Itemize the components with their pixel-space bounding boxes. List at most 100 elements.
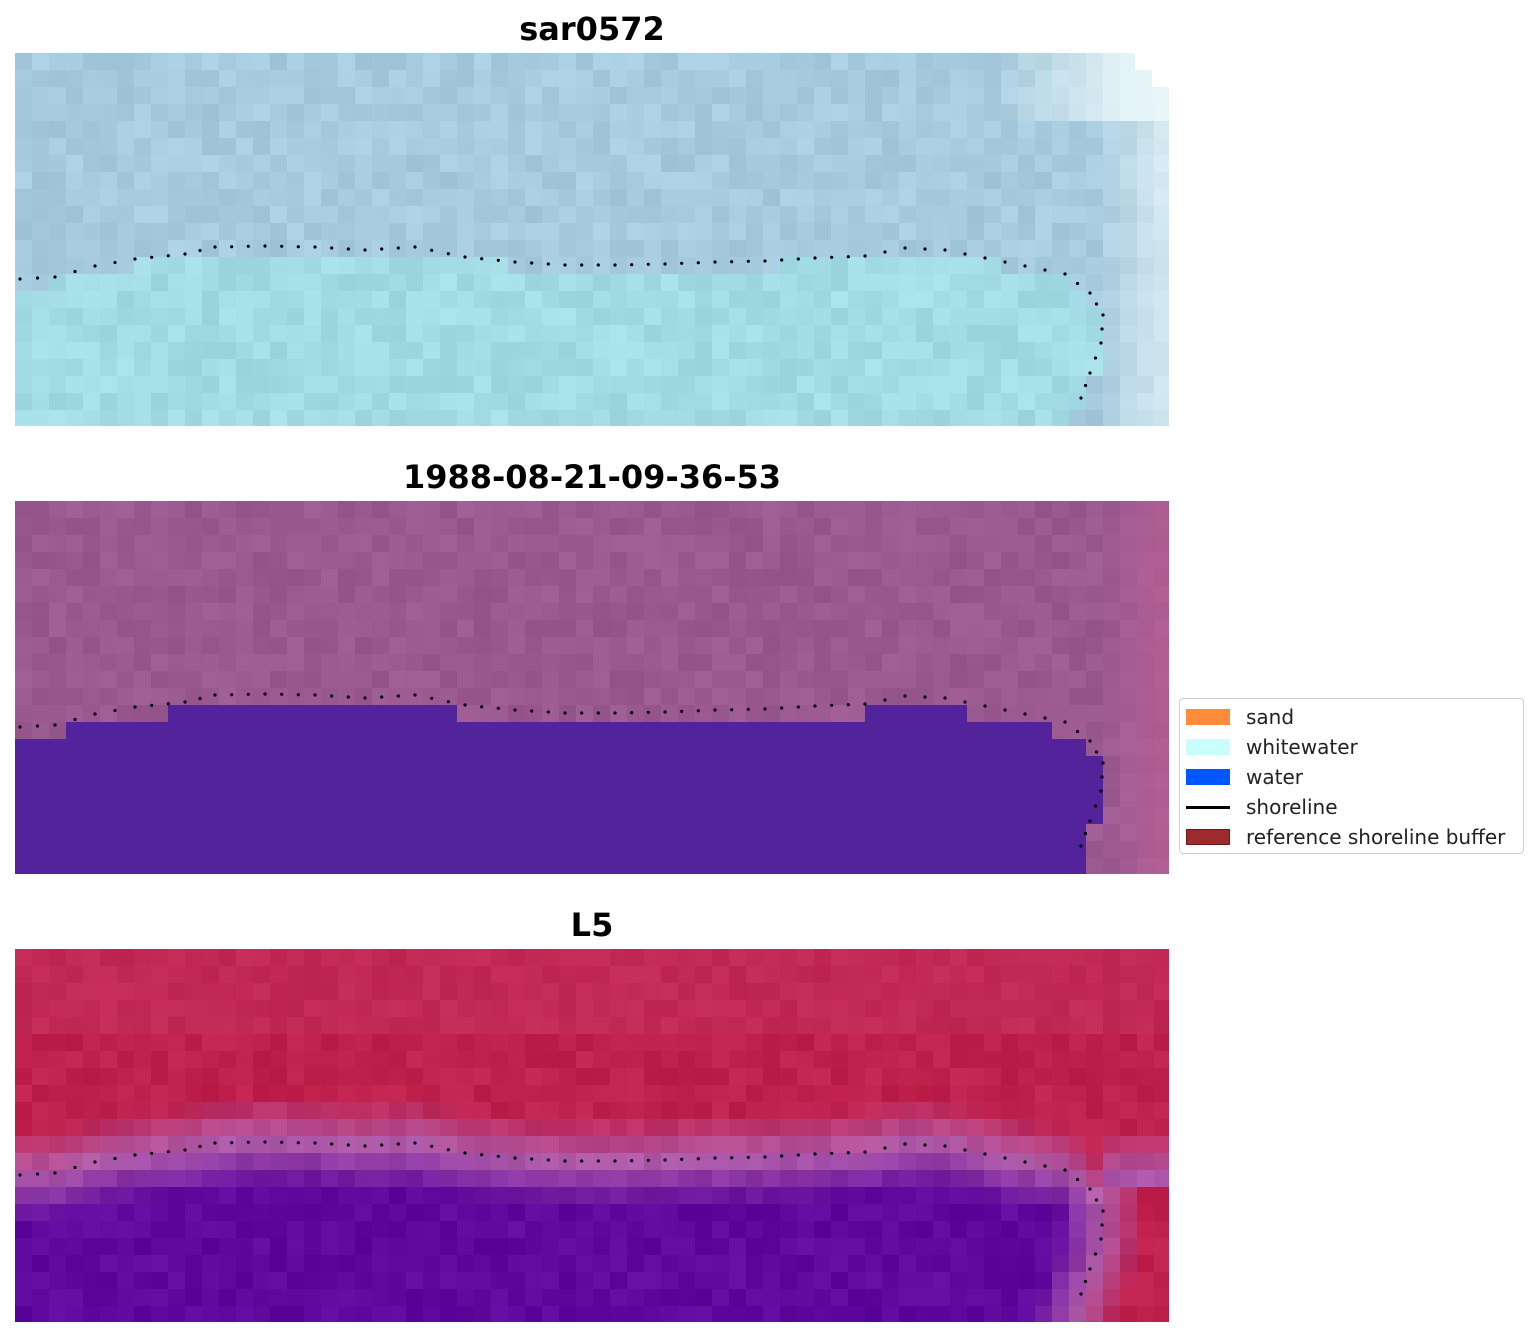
image-pixel bbox=[406, 824, 424, 842]
image-pixel bbox=[678, 1119, 696, 1137]
image-pixel bbox=[712, 535, 730, 553]
image-pixel bbox=[117, 121, 135, 139]
image-pixel bbox=[372, 705, 390, 723]
image-pixel bbox=[406, 53, 424, 71]
image-pixel bbox=[219, 104, 237, 122]
image-pixel bbox=[1154, 773, 1169, 791]
image-pixel bbox=[712, 393, 730, 411]
image-pixel bbox=[236, 1255, 254, 1273]
image-pixel bbox=[1154, 1221, 1169, 1239]
image-pixel bbox=[1103, 1221, 1121, 1239]
image-pixel bbox=[83, 1255, 101, 1273]
image-pixel bbox=[168, 983, 186, 1001]
image-pixel bbox=[304, 535, 322, 553]
image-pixel bbox=[678, 790, 696, 808]
image-pixel bbox=[729, 121, 747, 139]
image-pixel bbox=[780, 172, 798, 190]
image-pixel bbox=[185, 756, 203, 774]
image-pixel bbox=[729, 308, 747, 326]
image-pixel bbox=[32, 966, 50, 984]
image-pixel bbox=[916, 206, 934, 224]
image-pixel bbox=[542, 1119, 560, 1137]
image-pixel bbox=[287, 1289, 305, 1307]
image-pixel bbox=[134, 1119, 152, 1137]
image-pixel bbox=[967, 501, 985, 519]
image-pixel bbox=[236, 257, 254, 275]
image-pixel bbox=[389, 1221, 407, 1239]
image-pixel bbox=[151, 790, 169, 808]
image-pixel bbox=[372, 841, 390, 859]
image-pixel bbox=[304, 206, 322, 224]
image-pixel bbox=[474, 858, 492, 874]
image-pixel bbox=[746, 535, 764, 553]
image-pixel bbox=[355, 1204, 373, 1222]
image-pixel bbox=[1001, 501, 1019, 519]
image-pixel bbox=[83, 1153, 101, 1171]
image-pixel bbox=[916, 705, 934, 723]
image-pixel bbox=[559, 501, 577, 519]
image-pixel bbox=[372, 552, 390, 570]
shoreline-point bbox=[183, 252, 187, 256]
shoreline-point bbox=[796, 705, 800, 709]
image-pixel bbox=[15, 671, 33, 689]
image-pixel bbox=[1120, 172, 1138, 190]
image-pixel bbox=[185, 654, 203, 672]
image-pixel bbox=[1052, 1000, 1070, 1018]
image-pixel bbox=[644, 1306, 662, 1322]
image-pixel bbox=[185, 586, 203, 604]
image-pixel bbox=[899, 257, 917, 275]
image-pixel bbox=[32, 637, 50, 655]
image-pixel bbox=[1086, 189, 1104, 207]
image-pixel bbox=[848, 603, 866, 621]
image-pixel bbox=[814, 1051, 832, 1069]
image-pixel bbox=[542, 501, 560, 519]
image-pixel bbox=[202, 739, 220, 757]
image-pixel bbox=[644, 1170, 662, 1188]
image-pixel bbox=[287, 552, 305, 570]
image-pixel bbox=[1154, 824, 1169, 842]
image-pixel bbox=[100, 705, 118, 723]
image-pixel bbox=[1001, 1289, 1019, 1307]
image-pixel bbox=[984, 1017, 1002, 1035]
image-pixel bbox=[219, 308, 237, 326]
image-pixel bbox=[338, 824, 356, 842]
image-pixel bbox=[848, 291, 866, 309]
image-pixel bbox=[1086, 1068, 1104, 1086]
image-pixel bbox=[814, 393, 832, 411]
shoreline-point bbox=[1093, 804, 1098, 808]
image-pixel bbox=[338, 1170, 356, 1188]
image-pixel bbox=[882, 841, 900, 859]
image-pixel bbox=[219, 501, 237, 519]
image-pixel bbox=[695, 671, 713, 689]
image-pixel bbox=[185, 705, 203, 723]
image-pixel bbox=[406, 189, 424, 207]
image-pixel bbox=[627, 637, 645, 655]
image-pixel bbox=[219, 70, 237, 88]
image-pixel bbox=[508, 518, 526, 536]
image-pixel bbox=[1001, 325, 1019, 343]
image-pixel bbox=[1120, 1017, 1138, 1035]
image-pixel bbox=[967, 121, 985, 139]
image-pixel bbox=[1035, 773, 1053, 791]
image-pixel bbox=[1086, 824, 1104, 842]
image-pixel bbox=[168, 240, 186, 258]
image-pixel bbox=[729, 790, 747, 808]
image-pixel bbox=[576, 1306, 594, 1322]
image-pixel bbox=[338, 1306, 356, 1322]
shoreline-point bbox=[1088, 371, 1092, 375]
image-pixel bbox=[117, 1255, 135, 1273]
image-pixel bbox=[219, 138, 237, 156]
image-pixel bbox=[1018, 325, 1036, 343]
image-pixel bbox=[134, 756, 152, 774]
image-pixel bbox=[253, 240, 271, 258]
image-pixel bbox=[882, 342, 900, 360]
image-pixel bbox=[1035, 1034, 1053, 1052]
image-pixel bbox=[83, 1034, 101, 1052]
legend-item-reference-buffer: reference shoreline buffer bbox=[1186, 821, 1521, 851]
image-pixel bbox=[814, 1085, 832, 1103]
image-pixel bbox=[559, 1153, 577, 1171]
image-pixel bbox=[151, 308, 169, 326]
image-pixel bbox=[32, 773, 50, 791]
image-pixel bbox=[440, 824, 458, 842]
image-pixel bbox=[1120, 138, 1138, 156]
